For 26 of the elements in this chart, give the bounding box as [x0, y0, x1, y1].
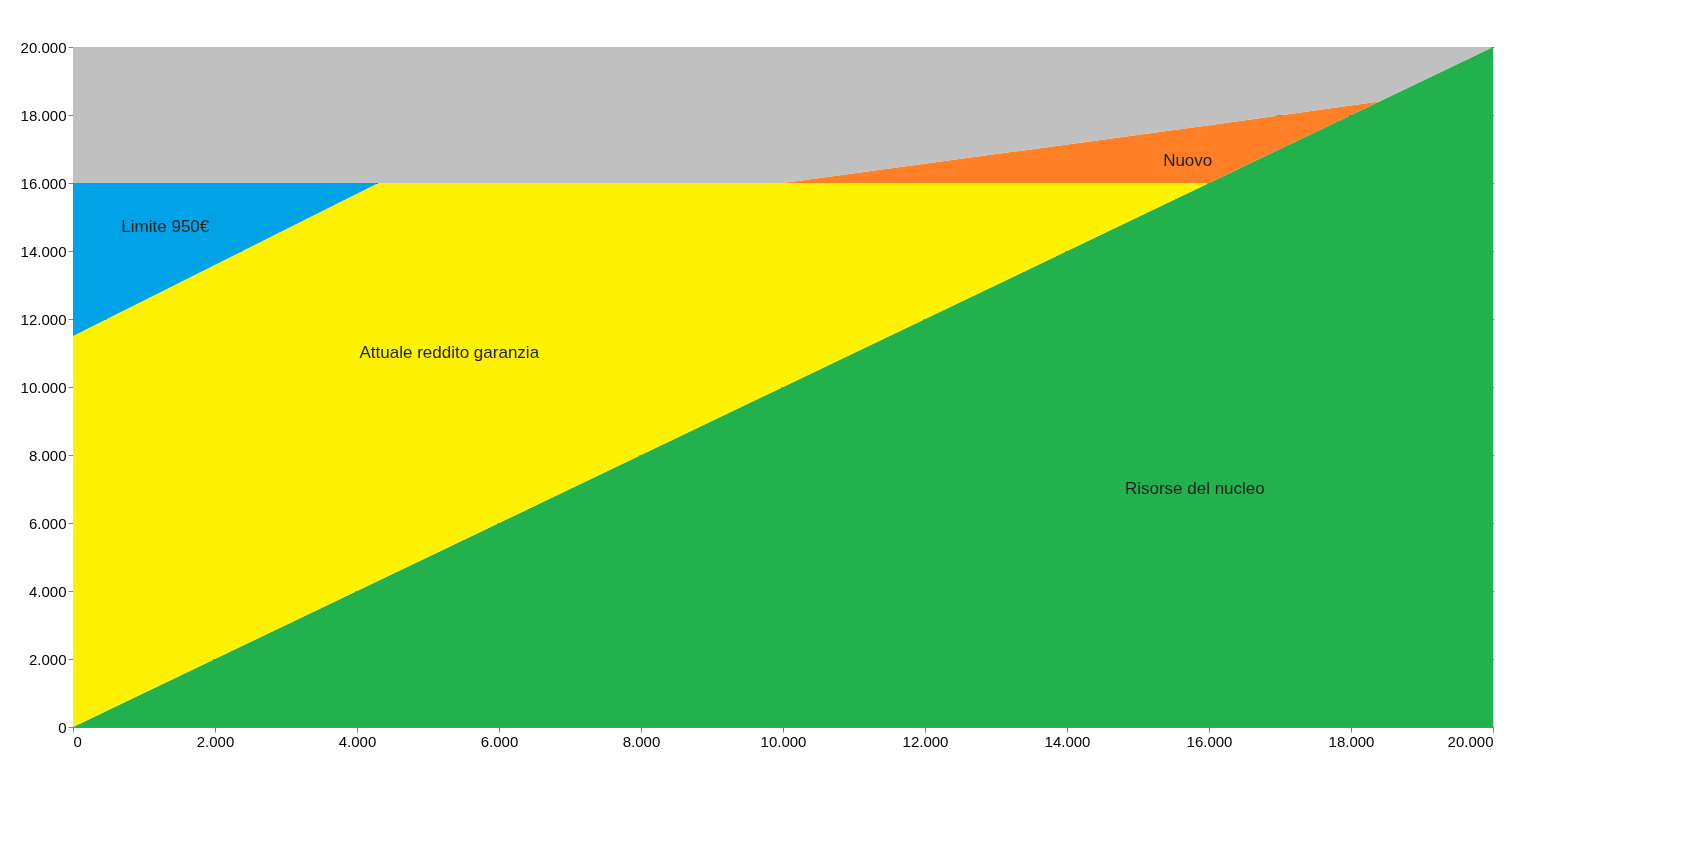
x-tick-label: 8.000	[622, 732, 661, 750]
y-tick-label: 6.000	[28, 514, 67, 532]
annotation: Nuovo	[1163, 150, 1213, 170]
y-tick-label: 2.000	[28, 650, 67, 668]
x-tick-label: 20.000	[1447, 732, 1494, 750]
annotation: Risorse del nucleo	[1124, 479, 1265, 498]
y-tick-label: 4.000	[28, 582, 67, 600]
y-tick-label: 14.000	[20, 242, 67, 260]
x-tick-label: 14.000	[1044, 732, 1091, 750]
y-tick-label: 8.000	[28, 446, 67, 464]
x-tick-label: 12.000	[902, 732, 949, 750]
y-tick-label: 16.000	[20, 174, 67, 192]
x-tick-label: 10.000	[760, 732, 807, 750]
x-tick-label: 6.000	[480, 732, 519, 750]
y-tick-label: 0	[58, 718, 67, 736]
y-tick-label: 12.000	[20, 310, 67, 328]
y-tick-label: 18.000	[20, 106, 67, 124]
x-tick-label: 2.000	[196, 732, 235, 750]
x-tick-label: 16.000	[1186, 732, 1233, 750]
x-tick-label: 4.000	[338, 732, 377, 750]
y-tick-label: 20.000	[20, 38, 67, 56]
x-tick-label: 0	[73, 732, 82, 750]
x-tick-label: 18.000	[1328, 732, 1375, 750]
y-tick-label: 10.000	[20, 378, 67, 396]
annotation: Attuale reddito garanzia	[359, 343, 540, 362]
annotation: Limite 950€	[121, 217, 210, 237]
